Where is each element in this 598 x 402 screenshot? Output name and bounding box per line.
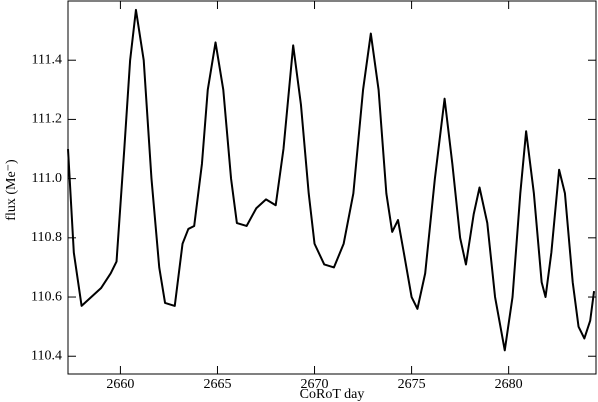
y-tick-label: 111.4 (32, 52, 62, 67)
x-tick-label: 2675 (398, 377, 426, 392)
y-axis-title: flux (Me⁻) (4, 159, 19, 221)
x-axis-title: CoRoT day (300, 387, 365, 402)
x-tick-label: 2665 (203, 377, 231, 392)
y-tick-label: 111.2 (32, 112, 62, 127)
x-tick-label: 2670 (301, 377, 329, 392)
flux-line (67, 8, 596, 352)
y-tick-label: 110.6 (31, 289, 62, 304)
y-tick-label: 110.8 (31, 230, 62, 245)
plot-frame (67, 0, 597, 375)
y-tick-label: 111.0 (32, 171, 62, 186)
y-tick-label: 110.4 (31, 348, 62, 363)
x-tick-label: 2680 (495, 377, 523, 392)
x-tick-label: 2660 (106, 377, 134, 392)
